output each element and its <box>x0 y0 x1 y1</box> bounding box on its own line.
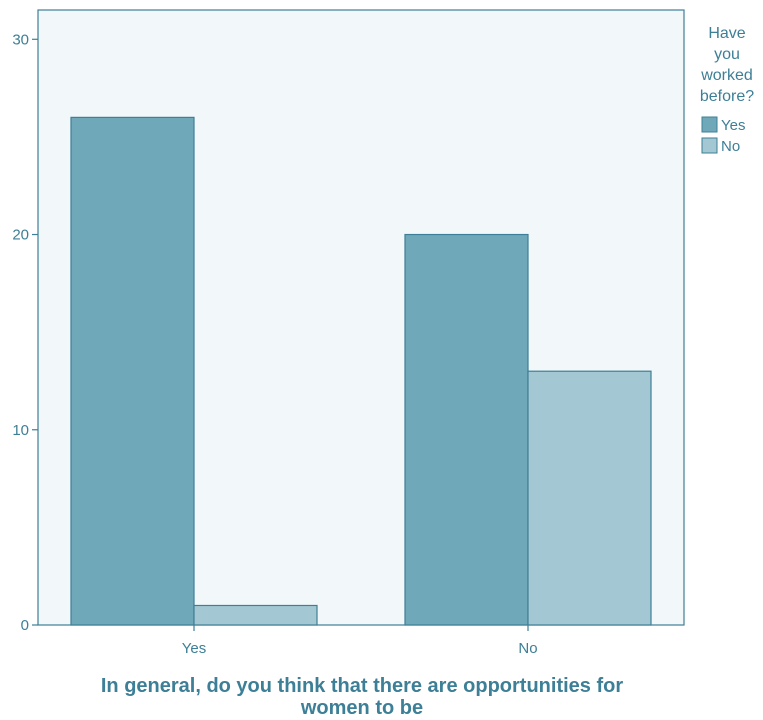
x-tick-label-no: No <box>518 640 537 657</box>
y-tick-label-0: 0 <box>21 617 29 634</box>
legend-label-no: No <box>721 138 740 155</box>
x-axis-label-line-1: In general, do you think that there are … <box>101 675 623 697</box>
y-tick-label-20: 20 <box>12 227 29 244</box>
legend-label-yes: Yes <box>721 117 745 134</box>
legend-title-line: Have <box>708 25 745 42</box>
legend-title-line: before? <box>700 88 754 105</box>
y-tick-label-30: 30 <box>12 31 29 48</box>
legend-swatch-yes <box>701 116 718 133</box>
x-axis-label-line-2: women to be <box>300 697 423 719</box>
legend-title-line: you <box>714 46 740 63</box>
bars-layer <box>70 116 652 626</box>
bar-yes-no <box>404 233 529 626</box>
bar-no-no <box>527 370 652 626</box>
x-axis-label: In general, do you think that there are … <box>101 675 623 719</box>
y-tick-label-10: 10 <box>12 422 29 439</box>
bar-yes-yes <box>70 116 195 626</box>
y-axis: 0 10 20 30 <box>12 31 38 634</box>
legend: Have you worked before? Yes No <box>700 25 754 155</box>
x-axis: Yes No <box>182 625 538 657</box>
legend-swatch-no <box>701 137 718 154</box>
bar-no-yes <box>193 604 318 626</box>
legend-title-line: worked <box>700 67 753 84</box>
x-tick-label-yes: Yes <box>182 640 206 657</box>
